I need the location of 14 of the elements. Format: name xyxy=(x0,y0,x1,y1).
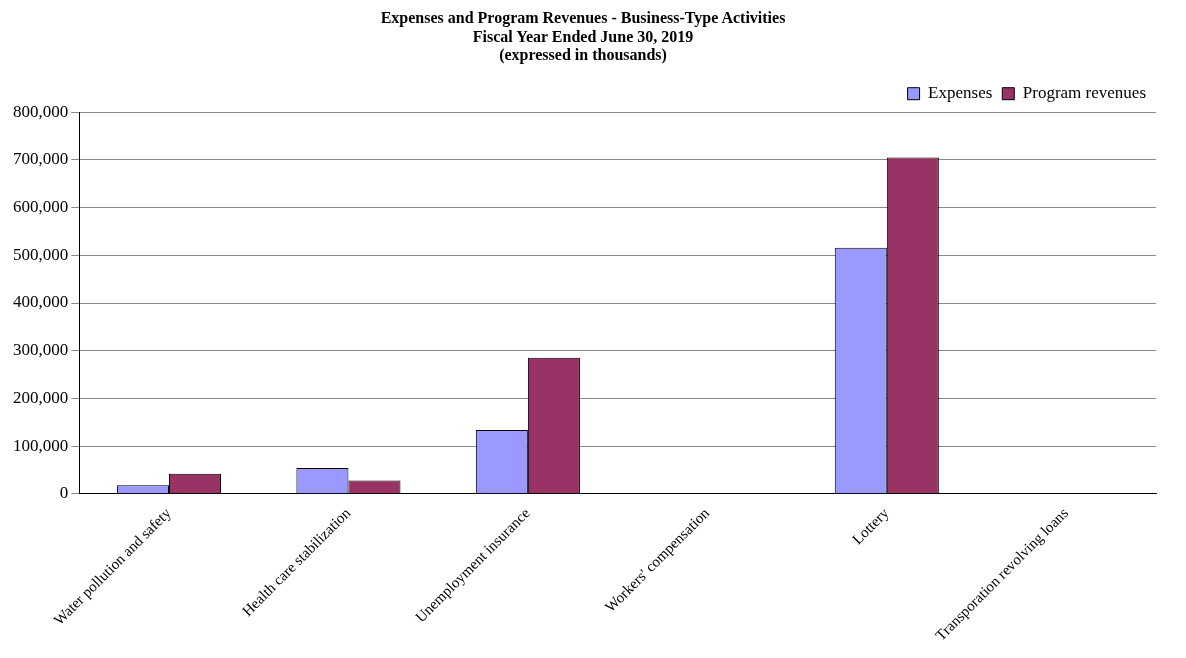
y-tick-label: 400,000 xyxy=(13,292,69,312)
y-tick-label: 300,000 xyxy=(13,340,69,360)
text: Expenses and Program Revenues - Business-Type Activities xyxy=(380,9,786,27)
text: Fiscal Year Ended June 30, 2019 xyxy=(472,27,694,45)
y-tick-label: 200,000 xyxy=(13,387,69,407)
y-tick-label: 800,000 xyxy=(13,101,69,121)
legend-label: Program revenues xyxy=(1022,83,1147,103)
text: (expressed in thousands) xyxy=(499,46,667,64)
y-tick-label: 600,000 xyxy=(13,197,69,217)
y-tick-label: 500,000 xyxy=(13,244,69,264)
legend-label: Expenses xyxy=(928,83,993,103)
y-tick-label: 100,000 xyxy=(13,435,69,455)
y-tick-label: 700,000 xyxy=(13,149,69,169)
y-tick-label: 0 xyxy=(59,483,69,503)
